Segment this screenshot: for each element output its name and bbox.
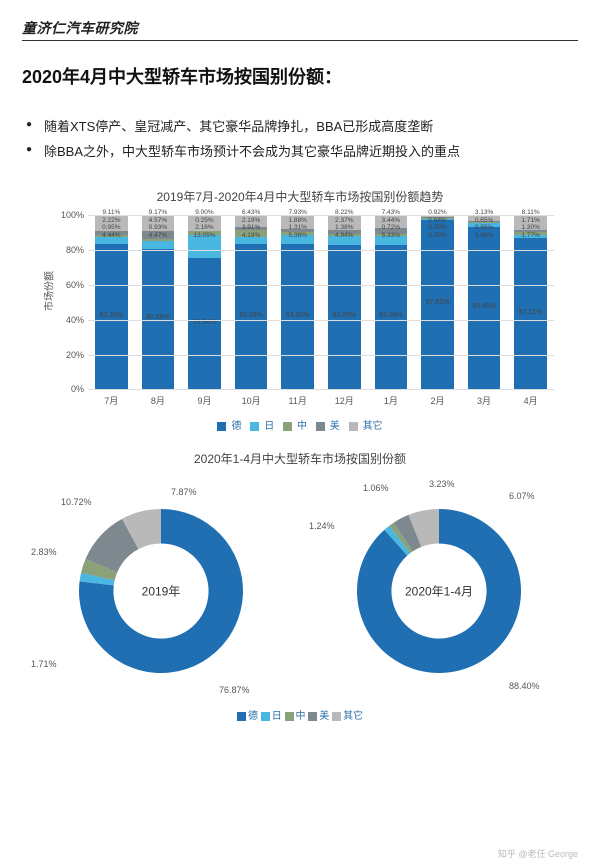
donut-title: 2020年1-4月中大型轿车市场按国别份额 bbox=[22, 450, 578, 467]
bar-segment bbox=[235, 215, 268, 226]
bar-segment bbox=[142, 241, 175, 249]
donut-legend: 德 日 中 美 其它 bbox=[22, 707, 578, 722]
page: 童济仁汽车研究院 2020年4月中大型轿车市场按国别份额： 随着XTS停产、皇冠… bbox=[0, 0, 600, 866]
x-tick: 2月 bbox=[414, 394, 461, 407]
bar-segment bbox=[328, 236, 361, 245]
bar-segment bbox=[235, 237, 268, 244]
donut-callout: 88.40% bbox=[509, 681, 540, 691]
bar-chart-title: 2019年7月-2020年4月中大型轿车市场按国别份额趋势 bbox=[22, 188, 578, 205]
x-tick: 1月 bbox=[368, 394, 415, 407]
x-tick: 10月 bbox=[228, 394, 275, 407]
x-tick: 9月 bbox=[181, 394, 228, 407]
bar-segment bbox=[514, 215, 547, 229]
y-tick: 40% bbox=[40, 315, 84, 325]
x-tick: 8月 bbox=[135, 394, 182, 407]
y-tick: 20% bbox=[40, 350, 84, 360]
bullet-list: 随着XTS停产、皇冠减产、其它豪华品牌挣扎，BBA已形成高度垄断除BBA之外，中… bbox=[22, 115, 578, 164]
bar-segment bbox=[328, 245, 361, 390]
brand: 童济仁汽车研究院 bbox=[22, 20, 138, 36]
bar-slot: 7.93%1.88%1.31%5.38%83.50%11月 bbox=[274, 215, 321, 389]
bars-container: 9.11%2.22%0.95%4.44%83.28%7月9.17%4.57%0.… bbox=[88, 215, 554, 389]
bar-segment bbox=[188, 258, 221, 389]
x-tick: 11月 bbox=[274, 394, 321, 407]
bar-segment bbox=[375, 236, 408, 245]
bar-slot: 6.43%2.19%3.91%4.19%83.28%10月 bbox=[228, 215, 275, 389]
bar-segment bbox=[375, 245, 408, 390]
bullet-item: 随着XTS停产、皇冠减产、其它豪华品牌挣扎，BBA已形成高度垄断 bbox=[26, 115, 578, 140]
bar-segment bbox=[281, 244, 314, 389]
x-tick: 3月 bbox=[461, 394, 508, 407]
donut-callout: 2.83% bbox=[31, 547, 57, 557]
bar-segment bbox=[235, 230, 268, 237]
donut-callout: 1.71% bbox=[31, 659, 57, 669]
donut-callout: 6.07% bbox=[509, 491, 535, 501]
bar-legend: 德 日 中 美 其它 bbox=[22, 417, 578, 432]
donut-left: 2019年 10.72% 7.87% 2.83% 1.71% 76.87% bbox=[31, 473, 291, 703]
bar-slot: 9.17%4.57%0.93%4.47%80.86%8月 bbox=[135, 215, 182, 389]
donut-center-label: 2019年 bbox=[142, 583, 181, 600]
donut-callout: 7.87% bbox=[171, 487, 197, 497]
bar-slot: 7.43%3.44%0.72%5.33%83.08%1月 bbox=[368, 215, 415, 389]
y-tick: 0% bbox=[40, 384, 84, 394]
y-tick: 60% bbox=[40, 280, 84, 290]
donut-right: 2020年1-4月 1.06% 3.23% 6.07% 1.24% 88.40% bbox=[309, 473, 569, 703]
y-tick: 80% bbox=[40, 245, 84, 255]
bar-segment bbox=[95, 215, 128, 231]
bar-slot: 9.11%2.22%0.95%4.44%83.28%7月 bbox=[88, 215, 135, 389]
x-tick: 4月 bbox=[507, 394, 554, 407]
bar-segment bbox=[281, 235, 314, 244]
donut-callout: 10.72% bbox=[61, 497, 92, 507]
donut-callout: 1.24% bbox=[309, 521, 335, 531]
bar-segment bbox=[235, 244, 268, 389]
bar-slot: 3.13%0.65%0.85%1.88%93.49%3月 bbox=[461, 215, 508, 389]
donut-row: 2019年 10.72% 7.87% 2.83% 1.71% 76.87% 2020年1-… bbox=[22, 473, 578, 703]
donut-center-label: 2020年1-4月 bbox=[405, 583, 473, 600]
donut-callout: 3.23% bbox=[429, 479, 455, 489]
donut-callout: 1.06% bbox=[363, 483, 389, 493]
bar-slot: 8.11%1.71%1.30%1.77%87.11%4月 bbox=[507, 215, 554, 389]
bar-segment bbox=[421, 220, 454, 390]
bar-segment bbox=[95, 237, 128, 245]
header-rule: 童济仁汽车研究院 bbox=[22, 18, 578, 41]
bar-slot: 9.00%0.25%2.16%13.05%75.54%9月 bbox=[181, 215, 228, 389]
x-tick: 7月 bbox=[88, 394, 135, 407]
bar-segment bbox=[95, 244, 128, 389]
bar-segment bbox=[328, 215, 361, 229]
bar-segment bbox=[514, 238, 547, 390]
bar-slot: 8.22%2.37%1.38%4.94%83.09%12月 bbox=[321, 215, 368, 389]
bar-plot-area: 9.11%2.22%0.95%4.44%83.28%7月9.17%4.57%0.… bbox=[88, 215, 554, 389]
bar-segment bbox=[375, 215, 408, 228]
bar-segment bbox=[281, 215, 314, 229]
y-tick: 100% bbox=[40, 210, 84, 220]
bar-segment bbox=[142, 215, 175, 231]
bar-segment bbox=[188, 235, 221, 258]
watermark: 知乎 @老任 George bbox=[498, 847, 578, 860]
bar-slot: 0.92%0.68%0.30%0.50%97.60%2月 bbox=[414, 215, 461, 389]
x-tick: 12月 bbox=[321, 394, 368, 407]
donut-callout: 76.87% bbox=[219, 685, 250, 695]
bullet-item: 除BBA之外，中大型轿车市场预计不会成为其它豪华品牌近期投入的重点 bbox=[26, 140, 578, 165]
bar-segment bbox=[188, 215, 221, 231]
page-title: 2020年4月中大型轿车市场按国别份额： bbox=[22, 63, 578, 89]
bar-segment bbox=[142, 231, 175, 239]
bar-chart: 市场份额 0%20%40%60%80%100% 9.11%2.22%0.95%4… bbox=[40, 211, 560, 411]
